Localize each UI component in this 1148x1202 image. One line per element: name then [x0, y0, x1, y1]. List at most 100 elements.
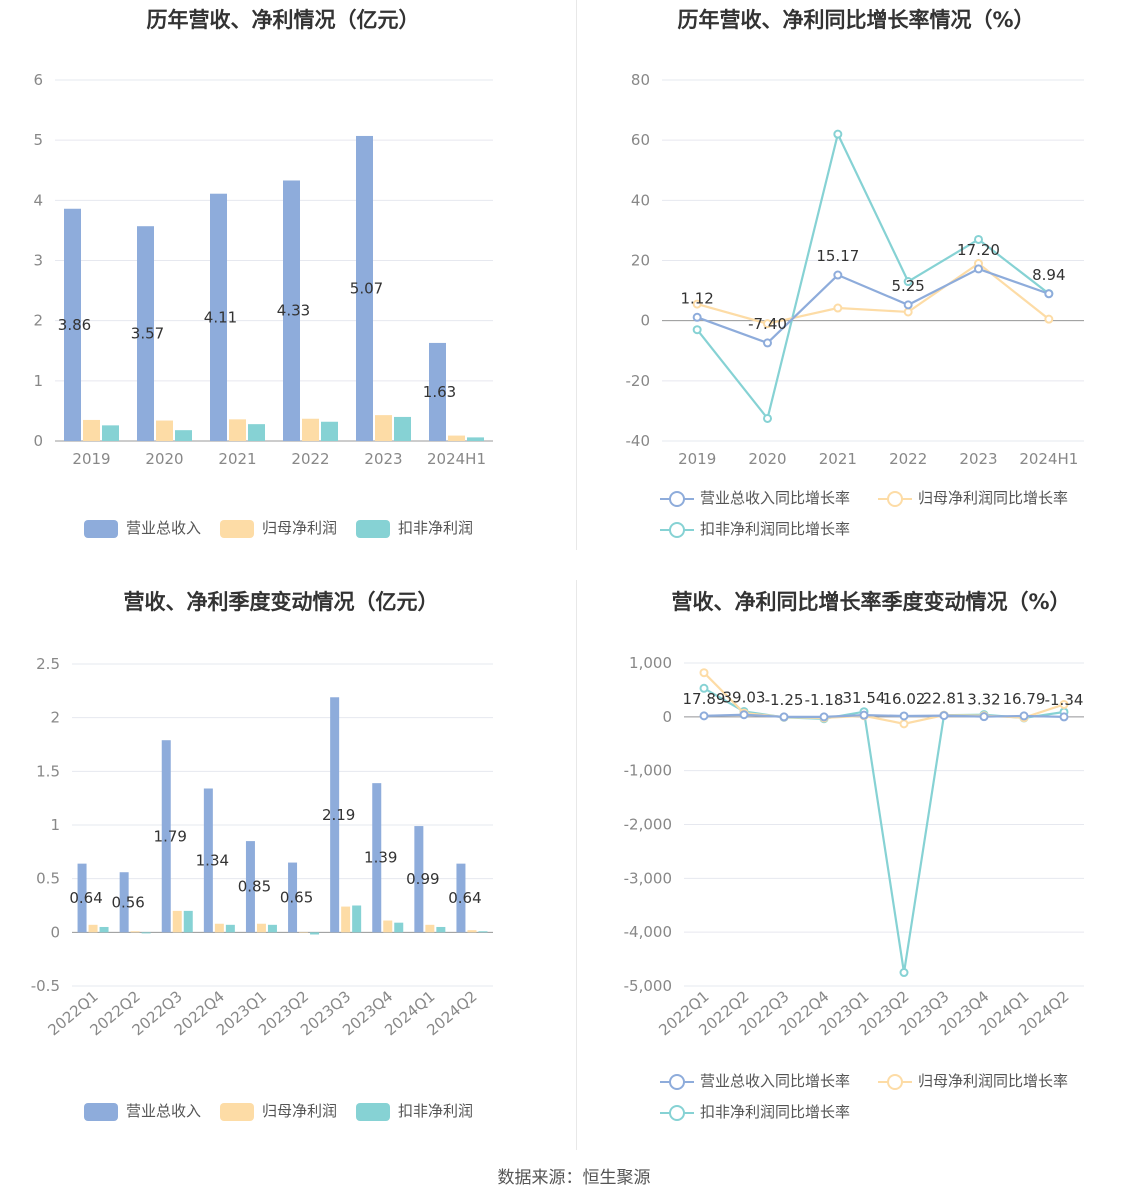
data-label: -1.25 — [765, 691, 804, 709]
data-point — [903, 307, 913, 317]
y-tick-label: 2 — [50, 709, 60, 727]
x-tick-label: 2021 — [218, 450, 256, 468]
legend-swatch — [878, 488, 912, 510]
data-label: 17.89 — [683, 690, 726, 708]
data-point — [899, 719, 909, 729]
data-point — [699, 668, 709, 678]
legend-swatch — [220, 1102, 254, 1121]
data-label: 16.79 — [1003, 690, 1046, 708]
legend-label: 营业总收入 — [126, 519, 202, 537]
chart-title: 营收、净利季度变动情况（亿元） — [123, 590, 439, 614]
quarterly-growth-chart: -5,000-4,000-3,000-2,000-1,00001,0002022… — [624, 654, 1084, 1039]
x-tick-label: 2024H1 — [1019, 450, 1078, 468]
bar — [102, 425, 119, 441]
data-point — [819, 712, 829, 722]
legend-label: 归母净利润 — [262, 519, 338, 537]
data-label: 8.94 — [1032, 266, 1065, 284]
y-tick-label: -20 — [626, 372, 651, 390]
bar — [83, 419, 100, 441]
data-label: 31.54 — [843, 689, 886, 707]
y-tick-label: -3,000 — [624, 869, 672, 887]
x-tick-label: 2022 — [291, 450, 329, 468]
bar — [456, 863, 466, 933]
bar — [225, 924, 235, 933]
legend-item[interactable]: 营业总收入 — [84, 1100, 201, 1122]
data-label: 16.02 — [883, 690, 926, 708]
data-label: -1.18 — [805, 691, 844, 709]
y-tick-label: 2.5 — [36, 655, 60, 673]
legend-item[interactable]: 归母净利润 — [220, 517, 337, 539]
data-point — [692, 312, 702, 322]
legend-swatch — [356, 1102, 390, 1121]
legend-item[interactable]: 归母净利润 — [220, 1100, 337, 1122]
data-label: 0.64 — [448, 889, 481, 907]
data-point — [939, 711, 949, 721]
data-label: 4.11 — [204, 308, 237, 326]
bar — [288, 862, 298, 933]
series-line — [696, 267, 1050, 345]
chart-title: 营收、净利同比增长率季度变动情况（%） — [671, 590, 1071, 614]
data-label: 15.17 — [816, 247, 859, 265]
bar — [321, 421, 338, 441]
data-label: 0.56 — [111, 893, 144, 911]
x-tick-label: 2020 — [748, 450, 786, 468]
data-label: 5.07 — [350, 279, 383, 297]
data-point — [833, 270, 843, 280]
y-tick-label: 1,000 — [629, 654, 672, 672]
bar — [467, 930, 477, 933]
y-tick-label: 6 — [33, 71, 43, 89]
data-point — [1059, 712, 1069, 722]
quarterly-growth-panel: 营收、净利同比增长率季度变动情况（%） -5,000 -4,000 -3,000 -2… — [574, 580, 1148, 1160]
legend-item[interactable]: 扣非净利润 — [356, 1100, 473, 1122]
y-tick-label: 4 — [33, 191, 43, 209]
data-point — [903, 300, 913, 310]
legend-item[interactable]: 归母净利润同比增长率 — [878, 487, 1068, 509]
legend-swatch — [660, 1071, 694, 1093]
legend-item[interactable]: 营业总收入同比增长率 — [660, 1070, 850, 1092]
chart-title: 历年营收、净利情况（亿元） — [146, 8, 420, 32]
legend-item[interactable]: 营业总收入 — [84, 517, 201, 539]
y-tick-label: -2,000 — [624, 816, 672, 834]
y-tick-label: 0 — [33, 432, 43, 450]
bar — [183, 910, 193, 933]
legend-item[interactable]: 扣非净利润同比增长率 — [660, 1101, 850, 1123]
data-point — [739, 710, 749, 720]
bar — [156, 420, 173, 441]
legend-swatch — [220, 519, 254, 538]
data-point — [699, 711, 709, 721]
x-tick-label: 2023 — [959, 450, 997, 468]
legend-item[interactable]: 扣非净利润 — [356, 517, 473, 539]
annual-growth-chart: -40 -20 0 20 40 60 80 2019 2020 2021 2022 2023 2024H… — [626, 71, 1084, 468]
legend-item[interactable]: 营业总收入同比增长率 — [660, 487, 850, 509]
legend-swatch — [660, 1102, 694, 1124]
x-tick-label: 2024H1 — [427, 450, 486, 468]
data-label: 3.32 — [967, 691, 1000, 709]
bar — [175, 430, 192, 441]
x-tick-label: 2019 — [72, 450, 110, 468]
data-label: 1.12 — [680, 289, 713, 307]
bar — [229, 419, 246, 441]
legend-item[interactable]: 扣非净利润同比增长率 — [660, 518, 850, 540]
bar — [161, 740, 171, 933]
data-label: 2.19 — [322, 806, 355, 824]
legend-label: 归母净利润同比增长率 — [918, 1072, 1069, 1090]
bar — [394, 922, 404, 933]
bar — [352, 905, 362, 933]
y-tick-label: 20 — [631, 252, 650, 270]
data-point — [692, 299, 702, 309]
bar — [414, 826, 424, 933]
annual-amount-panel: 历年营收、净利情况（亿元） 0 1 2 3 4 5 6 2019 2020 2021 2022 202… — [0, 0, 574, 580]
bar — [283, 180, 300, 441]
legend-swatch — [356, 519, 390, 538]
legend-label: 扣非净利润同比增长率 — [700, 520, 851, 538]
bar — [77, 863, 87, 933]
series-line — [696, 130, 1050, 421]
data-point — [1044, 289, 1054, 299]
panel-divider-top — [576, 0, 577, 550]
y-tick-label: 0 — [640, 312, 650, 330]
bar — [372, 783, 382, 933]
legend-item[interactable]: 归母净利润同比增长率 — [878, 1070, 1068, 1092]
data-label: 0.64 — [69, 889, 102, 907]
x-tick-label: 2019 — [678, 450, 716, 468]
data-label: -1.34 — [1045, 691, 1084, 709]
